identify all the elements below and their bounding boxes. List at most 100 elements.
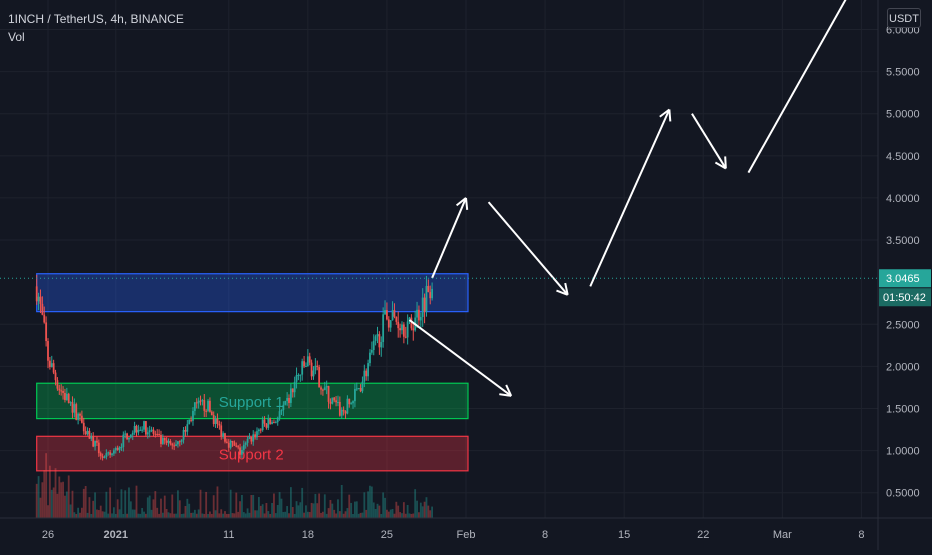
- volume-bar: [173, 513, 176, 518]
- symbol-line: 1INCH / TetherUS, 4h, BINANCE: [8, 12, 184, 26]
- arrow-segment: [691, 113, 727, 169]
- volume-bar: [363, 492, 366, 518]
- candle-body: [354, 388, 356, 402]
- candle-body: [82, 422, 85, 432]
- volume-bar: [218, 513, 221, 518]
- arrow-head: [556, 289, 569, 296]
- candle-body: [131, 432, 134, 435]
- volume-bar: [397, 505, 400, 518]
- volume-bar: [180, 513, 183, 518]
- volume-bar: [340, 484, 343, 518]
- arrow-segment: [589, 109, 671, 287]
- candle-body: [261, 419, 264, 431]
- volume-bar: [423, 501, 426, 518]
- candle-body: [199, 400, 202, 402]
- candle-body: [188, 419, 191, 425]
- candle-body: [184, 429, 187, 432]
- candle-body: [116, 448, 119, 450]
- arrow-head: [724, 156, 727, 169]
- time-tick-label: 15: [618, 529, 630, 541]
- candle-body: [92, 436, 95, 447]
- candle-body: [329, 401, 332, 404]
- volume-bar: [203, 513, 206, 518]
- volume-bar: [139, 513, 142, 518]
- volume-bar: [231, 513, 234, 518]
- candle-body: [306, 356, 309, 367]
- volume-bar: [429, 510, 432, 518]
- candle-body: [412, 328, 415, 331]
- candle-body: [182, 429, 185, 440]
- candle-body: [80, 415, 83, 423]
- volume-bar: [389, 509, 392, 518]
- candle-body: [209, 400, 211, 412]
- candle-body: [310, 362, 313, 377]
- candle-body: [320, 387, 322, 390]
- candle-body: [282, 404, 285, 411]
- candle-body: [408, 317, 411, 322]
- volume-bar: [229, 489, 232, 518]
- volume-bar: [126, 513, 128, 518]
- volume-bar: [412, 513, 415, 518]
- volume-bar: [156, 507, 159, 518]
- volume-bar: [80, 507, 83, 518]
- volume-bar: [143, 511, 145, 518]
- volume-bar: [62, 481, 64, 518]
- candle-body: [369, 352, 371, 364]
- candle-body: [47, 341, 49, 361]
- candle-body: [273, 422, 275, 424]
- candle-body: [382, 314, 385, 343]
- volume-bar: [209, 511, 211, 518]
- volume-bar: [113, 507, 115, 518]
- currency-unit-button[interactable]: USDT: [887, 8, 921, 28]
- volume-bar: [425, 497, 428, 518]
- volume-bar: [431, 506, 434, 518]
- candle-body: [163, 437, 166, 441]
- volume-bar: [357, 513, 360, 518]
- time-tick-label: Mar: [773, 529, 792, 541]
- candle-body: [156, 433, 159, 435]
- candle-body: [97, 442, 100, 454]
- volume-bar: [401, 513, 403, 518]
- candle-body: [75, 404, 78, 420]
- time-tick-label: 8: [542, 529, 548, 541]
- volume-bar: [101, 511, 104, 518]
- price-tick-label: 4.5000: [886, 151, 920, 163]
- volume-bar: [410, 513, 413, 518]
- candle-body: [233, 442, 236, 446]
- candle-body: [265, 423, 268, 428]
- candle-body: [387, 319, 390, 328]
- candle-body: [137, 429, 140, 433]
- candle-body: [94, 440, 96, 447]
- volume-bar: [111, 513, 113, 518]
- candle-body: [350, 403, 353, 405]
- candle-body: [299, 374, 302, 376]
- candle-body: [252, 434, 255, 442]
- candle-body: [374, 336, 377, 341]
- candle-body: [297, 374, 300, 376]
- candle-body: [111, 453, 113, 455]
- volume-bar: [239, 501, 241, 518]
- support-2-zone-label: Support 2: [219, 447, 284, 464]
- volume-bar: [154, 491, 157, 518]
- candle-body: [231, 440, 234, 443]
- volume-bar: [376, 503, 379, 518]
- candle-body: [43, 314, 46, 323]
- candle-body: [372, 340, 375, 350]
- volume-bar: [327, 508, 330, 518]
- volume-bar: [210, 513, 213, 518]
- candle-body: [370, 349, 373, 353]
- volume-bar: [280, 498, 283, 518]
- candle-body: [50, 363, 53, 368]
- volume-bar: [378, 505, 381, 518]
- volume-bar: [337, 499, 339, 518]
- volume-bar: [316, 503, 319, 518]
- volume-bar: [276, 505, 279, 518]
- volume-bar: [323, 494, 326, 518]
- countdown-tag: [879, 288, 931, 307]
- support-1-zone-label: Support 1: [219, 394, 284, 411]
- arrow-head: [668, 109, 672, 122]
- volume-bar: [310, 502, 313, 518]
- volume-bar: [45, 453, 48, 518]
